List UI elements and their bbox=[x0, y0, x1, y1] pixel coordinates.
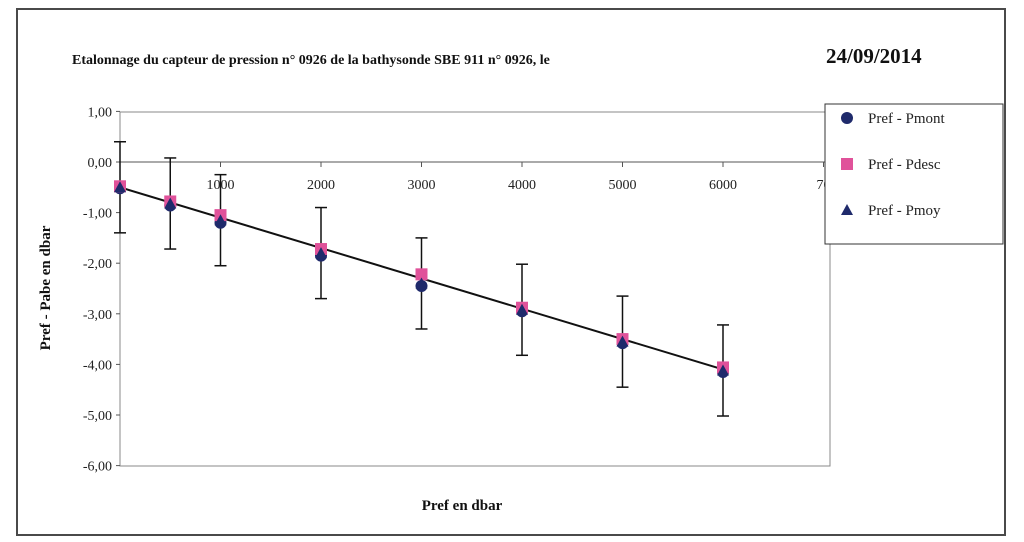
legend-box bbox=[824, 103, 1004, 245]
y-tick-label: -4,00 bbox=[83, 358, 112, 373]
x-tick-label: 6000 bbox=[709, 178, 737, 193]
x-tick-label: 2000 bbox=[307, 178, 335, 193]
y-tick-label: -2,00 bbox=[83, 257, 112, 272]
legend-marker-triangle bbox=[841, 204, 853, 215]
legend-label: Pref - Pdesc bbox=[868, 157, 941, 173]
y-tick-label: 1,00 bbox=[88, 105, 113, 120]
point-triangle bbox=[616, 335, 629, 347]
point-triangle bbox=[315, 247, 327, 259]
legend-marker-square bbox=[841, 158, 853, 170]
point-triangle bbox=[516, 303, 528, 315]
y-tick-label: 0,00 bbox=[88, 156, 113, 171]
legend-marker-circle bbox=[841, 112, 853, 124]
y-axis-label: Pref - Pabe en dbar bbox=[38, 225, 54, 350]
legend-label: Pref - Pmoy bbox=[868, 203, 941, 219]
point-triangle bbox=[114, 181, 126, 193]
x-tick-label: 4000 bbox=[508, 178, 536, 193]
y-axis: 1,00 0,00 -1,00 -2,00 -3,00 -4,00 -5,00 -6,00 bbox=[83, 105, 120, 475]
point-triangle bbox=[415, 277, 428, 289]
x-axis-label: Pref en dbar bbox=[422, 498, 503, 514]
y-tick-label: -3,00 bbox=[83, 308, 112, 323]
x-axis: 1000 2000 3000 4000 5000 6000 70 bbox=[207, 162, 831, 193]
y-tick-label: -6,00 bbox=[83, 460, 112, 475]
chart-title: Etalonnage du capteur de pression n° 092… bbox=[72, 53, 550, 68]
legend-label: Pref - Pmont bbox=[868, 111, 945, 127]
point-triangle bbox=[717, 364, 729, 376]
y-tick-label: -5,00 bbox=[83, 409, 112, 424]
data-points bbox=[114, 180, 729, 378]
y-tick-label: -1,00 bbox=[83, 207, 112, 222]
x-tick-label: 5000 bbox=[609, 178, 637, 193]
legend: Pref - Pmont Pref - Pdesc Pref - Pmoy bbox=[824, 103, 1004, 245]
point-square bbox=[415, 268, 428, 281]
point-triangle bbox=[214, 214, 227, 226]
plot-area bbox=[119, 111, 831, 467]
x-tick-label: 3000 bbox=[408, 178, 436, 193]
chart-date: 24/09/2014 bbox=[826, 44, 922, 68]
point-triangle bbox=[164, 197, 177, 209]
